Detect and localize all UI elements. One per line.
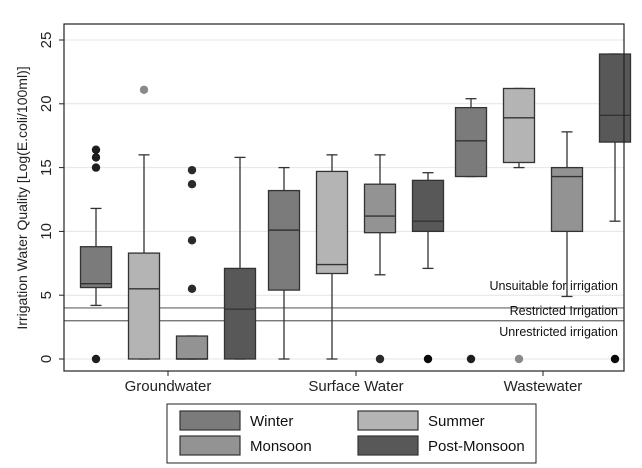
reference-line-label: Unsuitable for irrigation	[489, 279, 618, 293]
box-iqr	[365, 184, 396, 232]
y-tick-label: 5	[38, 291, 55, 299]
box-iqr	[317, 171, 348, 273]
legend-item-post-monsoon: Post-Monsoon	[358, 436, 525, 455]
outlier-point	[92, 163, 100, 171]
y-tick-label: 25	[38, 32, 55, 49]
box-iqr	[600, 54, 631, 142]
legend-swatch	[180, 411, 240, 430]
legend: Winter Summer Monsoon Post-Monsoon	[167, 404, 536, 463]
legend-label: Monsoon	[250, 438, 312, 455]
box-iqr	[81, 247, 112, 288]
legend-label: Winter	[250, 413, 293, 430]
y-tick-label: 0	[38, 355, 55, 363]
outlier-point	[92, 146, 100, 154]
box-iqr	[177, 336, 208, 359]
box-iqr	[456, 108, 487, 177]
box-iqr	[504, 88, 535, 162]
x-tick-label: Groundwater	[125, 378, 212, 395]
outlier-point	[611, 355, 619, 363]
x-tick-label: Surface Water	[308, 378, 403, 395]
outlier-point	[188, 166, 196, 174]
outlier-point	[92, 355, 100, 363]
outlier-point	[188, 236, 196, 244]
outlier-point	[140, 86, 148, 94]
box-iqr	[269, 191, 300, 291]
outlier-point	[188, 180, 196, 188]
outlier-point	[515, 355, 523, 363]
x-tick-label: Wastewater	[504, 378, 583, 395]
legend-swatch	[358, 436, 418, 455]
outlier-point	[376, 355, 384, 363]
outlier-point	[92, 153, 100, 161]
y-tick-label: 15	[38, 159, 55, 176]
box-iqr	[129, 253, 160, 359]
reference-line-label: Unrestricted irrigation	[499, 325, 618, 339]
legend-swatch	[180, 436, 240, 455]
outlier-point	[188, 285, 196, 293]
y-tick-label: 10	[38, 223, 55, 240]
reference-line-label: Restricted Irrigation	[510, 304, 618, 318]
legend-label: Summer	[428, 413, 485, 430]
box-iqr	[225, 268, 256, 359]
y-tick-label: 20	[38, 95, 55, 112]
legend-item-winter: Winter	[180, 411, 293, 430]
legend-label: Post-Monsoon	[428, 438, 525, 455]
outlier-point	[424, 355, 432, 363]
y-axis-title: Irrigation Water Quality [Log(E.coli/100…	[14, 66, 30, 329]
legend-swatch	[358, 411, 418, 430]
outlier-point	[467, 355, 475, 363]
box-iqr	[413, 180, 444, 231]
